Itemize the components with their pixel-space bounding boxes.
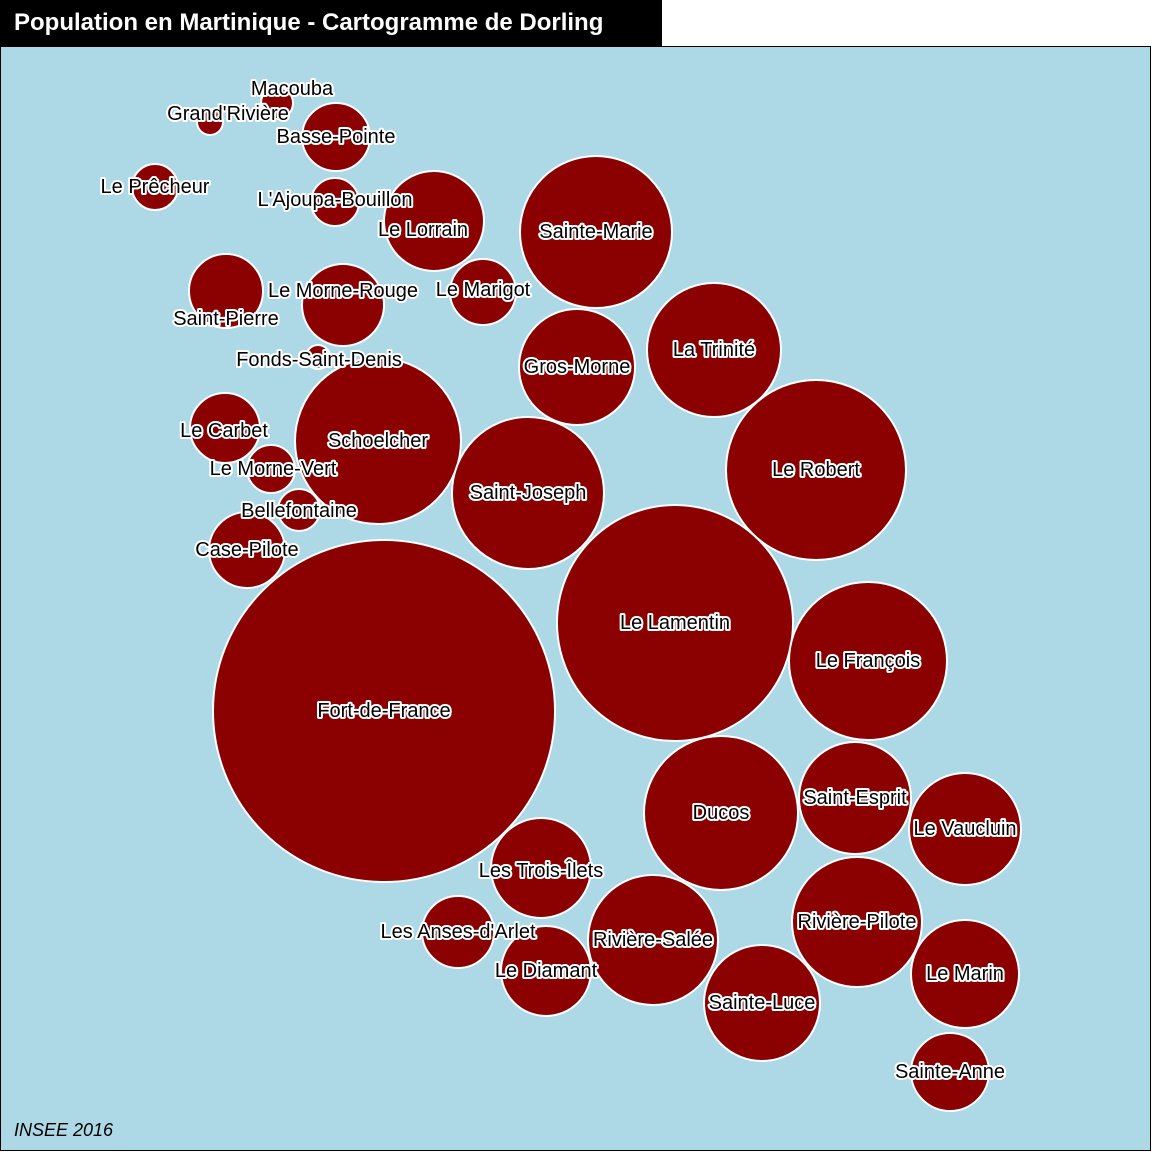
commune-label-sainte-marie: Sainte-Marie	[539, 221, 652, 243]
commune-label-le-vaucluin: Le Vaucluin	[913, 818, 1016, 840]
commune-circle-l-ajoupa-bouillon	[310, 177, 360, 227]
commune-circle-le-lamentin	[556, 504, 794, 742]
commune-circle-macouba	[260, 86, 294, 120]
commune-label-basse-pointe: Basse-Pointe	[277, 126, 396, 148]
commune-label-le-morne-rouge: Le Morne-Rouge	[268, 280, 418, 302]
commune-circle-gros-morne	[518, 308, 636, 426]
commune-label-le-precheur: Le Prêcheur	[101, 176, 210, 198]
commune-label-riviere-salee: Rivière-Salée	[593, 929, 713, 951]
commune-label-le-francois: Le François	[816, 650, 921, 672]
commune-circle-riviere-salee	[587, 874, 719, 1006]
commune-circle-le-precheur	[131, 163, 179, 211]
commune-circle-grand-riviere	[196, 108, 224, 136]
circles-layer	[131, 86, 1022, 1112]
commune-label-bellefontaine: Bellefontaine	[241, 500, 357, 522]
commune-label-le-marin: Le Marin	[926, 963, 1004, 985]
commune-circle-les-anses-d-arlet	[421, 895, 495, 969]
commune-label-le-robert: Le Robert	[772, 459, 860, 481]
commune-circle-le-diamant	[500, 925, 592, 1017]
commune-label-fort-de-france: Fort-de-France	[317, 700, 450, 722]
commune-label-le-morne-vert: Le Morne-Vert	[210, 458, 337, 480]
commune-circle-basse-pointe	[301, 102, 371, 172]
commune-label-le-lorrain: Le Lorrain	[378, 219, 468, 241]
commune-circle-le-carbet	[189, 392, 261, 464]
commune-label-la-trinite: La Trinité	[673, 339, 755, 361]
commune-label-saint-pierre: Saint-Pierre	[173, 308, 279, 330]
commune-label-grand-riviere: Grand'Rivière	[167, 103, 289, 125]
commune-circle-sainte-marie	[519, 155, 673, 309]
commune-circle-fonds-saint-denis	[305, 344, 331, 370]
commune-label-sainte-anne: Sainte-Anne	[895, 1061, 1005, 1083]
labels-layer: Fort-de-France Le Lamentin Le Robert Schoel…	[99, 76, 1019, 1085]
commune-circle-saint-pierre	[188, 253, 264, 329]
source-credit: INSEE 2016	[14, 1120, 114, 1140]
commune-circle-case-pilote	[208, 511, 286, 589]
commune-label-les-trois-ilets: Les Trois-Îlets	[479, 859, 603, 882]
commune-label-sainte-luce: Sainte-Luce	[709, 992, 816, 1014]
commune-circle-riviere-pilote	[791, 856, 923, 988]
map-title: Population en Martinique - Cartogramme d…	[0, 0, 662, 46]
commune-circle-le-vaucluin	[908, 772, 1022, 886]
commune-circle-les-trois-ilets	[490, 817, 592, 919]
commune-circle-le-francois	[788, 581, 948, 741]
commune-label-fonds-saint-denis: Fonds-Saint-Denis	[236, 349, 402, 371]
commune-label-riviere-pilote: Rivière-Pilote	[798, 911, 917, 933]
commune-circle-ducos	[643, 735, 799, 891]
commune-label-le-marigot: Le Marigot	[436, 279, 531, 301]
commune-circle-le-robert	[725, 379, 907, 561]
commune-label-le-diamant: Le Diamant	[495, 960, 598, 982]
commune-circle-schoelcher	[294, 357, 462, 525]
commune-circle-le-morne-vert	[246, 444, 296, 494]
commune-circle-fort-de-france	[212, 539, 556, 883]
commune-label-le-lamentin: Le Lamentin	[620, 612, 730, 634]
commune-label-le-carbet: Le Carbet	[180, 420, 268, 442]
commune-circle-le-lorrain	[383, 170, 485, 272]
commune-circle-saint-esprit	[798, 741, 912, 855]
commune-circle-sainte-luce	[703, 944, 821, 1062]
commune-label-l-ajoupa-bouillon: L'Ajoupa-Bouillon	[257, 189, 412, 211]
commune-label-les-anses-d-arlet: Les Anses-d'Arlet	[380, 921, 535, 943]
commune-circle-le-marigot	[449, 258, 517, 326]
commune-label-gros-morne: Gros-Morne	[524, 356, 631, 378]
commune-label-schoelcher: Schoelcher	[328, 430, 428, 452]
commune-label-saint-esprit: Saint-Esprit	[803, 787, 907, 809]
commune-label-saint-joseph: Saint-Joseph	[470, 482, 587, 504]
commune-label-ducos: Ducos	[693, 802, 750, 824]
commune-circle-le-morne-rouge	[301, 263, 385, 347]
commune-circle-la-trinite	[646, 282, 782, 418]
commune-circle-le-marin	[910, 919, 1020, 1029]
commune-circle-saint-joseph	[451, 416, 605, 570]
commune-label-case-pilote: Case-Pilote	[195, 539, 298, 561]
commune-circle-bellefontaine	[277, 488, 321, 532]
commune-label-macouba: Macouba	[251, 78, 334, 100]
commune-circle-sainte-anne	[910, 1032, 990, 1112]
